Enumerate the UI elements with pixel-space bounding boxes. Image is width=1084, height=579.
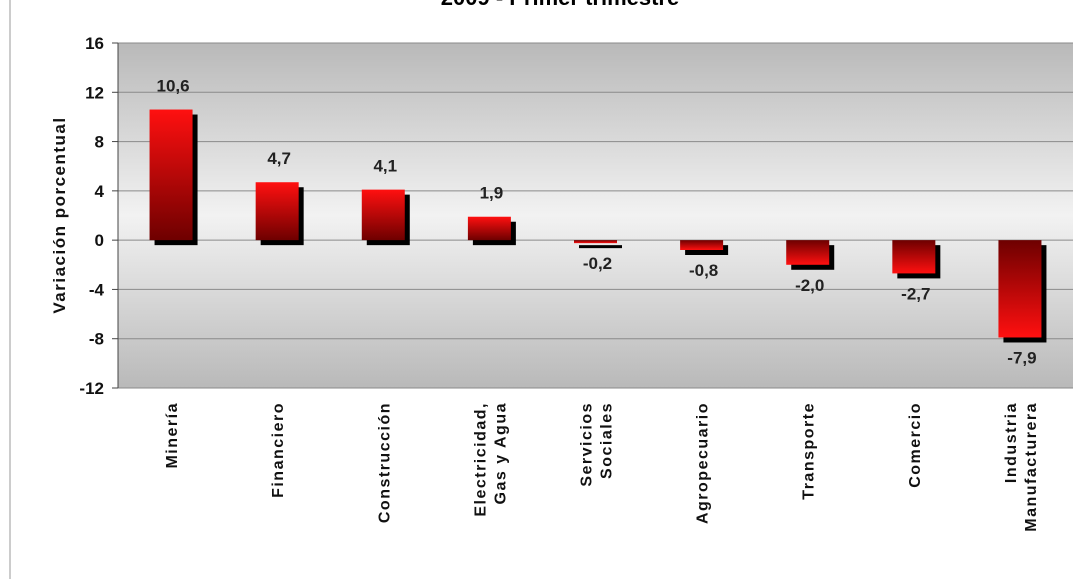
category-label-line: Comercio (907, 402, 924, 488)
category-label-line: Manufacturera (1023, 402, 1040, 532)
y-axis-ticks: 16 12 8 4 0 -4 -8 -12 (79, 34, 118, 398)
bar-shadow (685, 245, 729, 255)
category-label: Construcción (376, 402, 393, 523)
data-label: -0,8 (689, 261, 718, 280)
bar (786, 240, 830, 265)
category-label: Industria Manufacturera (1003, 402, 1040, 532)
bar (149, 109, 193, 241)
y-tick-label: 0 (95, 231, 104, 250)
y-tick-label: 4 (95, 182, 105, 201)
category-label-line: Sociales (599, 402, 616, 479)
bar (998, 240, 1042, 338)
y-tick-label: -4 (89, 280, 105, 299)
category-label-line: Agropecuario (695, 402, 712, 524)
category-label-line: Gas y Agua (492, 402, 509, 504)
chart-title: 2009 - Primer trimestre (441, 0, 679, 10)
category-label: Agropecuario (695, 402, 712, 524)
y-tick-label: 16 (85, 34, 104, 53)
data-labels: 10,6 4,7 4,1 1,9 -0,2 -0,8 -2,0 -2,7 -7,9 (157, 77, 1037, 368)
data-label: 4,1 (373, 157, 397, 176)
category-label: Financiero (270, 402, 287, 498)
bar (361, 189, 405, 241)
category-label: Servicios Sociales (579, 402, 616, 487)
y-tick-label: 8 (95, 133, 104, 152)
category-label: Electricidad, Gas y Agua (472, 402, 509, 517)
category-label-line: Electricidad, (472, 402, 489, 517)
bar-shadow (579, 245, 622, 249)
category-label-line: Financiero (270, 402, 287, 498)
bar (680, 240, 724, 250)
data-label: -7,9 (1007, 348, 1036, 367)
category-label-line: Transporte (801, 402, 818, 500)
data-label: 1,9 (480, 184, 504, 203)
y-tick-label: -8 (89, 330, 104, 349)
category-label: Comercio (907, 402, 924, 488)
data-label: -0,2 (583, 254, 612, 273)
category-label-line: Industria (1003, 402, 1020, 483)
bar (467, 216, 511, 241)
bar (892, 240, 936, 274)
x-axis-categories: Minería Financiero Construcción Electricida… (164, 402, 1040, 532)
data-label: -2,0 (795, 276, 824, 295)
data-label: 4,7 (267, 149, 291, 168)
data-label: -2,7 (901, 284, 930, 303)
y-axis-label: Variación porcentual (50, 116, 69, 313)
category-label-line: Minería (164, 402, 181, 469)
y-tick-label: -12 (79, 379, 104, 398)
category-label: Minería (164, 402, 181, 469)
bar (574, 240, 617, 244)
category-label: Transporte (801, 402, 818, 500)
data-label: 10,6 (157, 77, 190, 96)
category-label-line: Servicios (579, 402, 596, 487)
category-label-line: Construcción (376, 402, 393, 523)
plot-area: 16 12 8 4 0 -4 -8 -12 10,6 4,7 4,1 1,9 -0,2 -0,8 -2,0… (79, 34, 1073, 532)
y-tick-label: 12 (85, 83, 104, 102)
bar (255, 182, 299, 241)
bars (149, 109, 1047, 343)
